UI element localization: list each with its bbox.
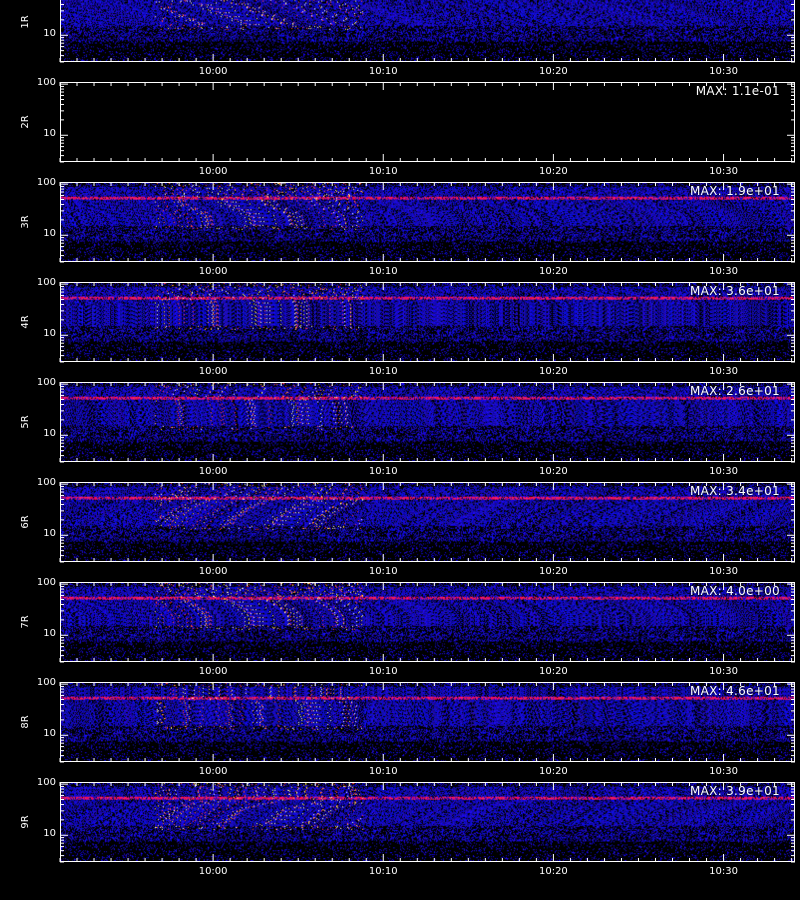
x-tick-label: 10:20 (538, 766, 568, 777)
x-tick-label: 10:20 (538, 366, 568, 377)
x-tick-label: 10:00 (198, 466, 228, 477)
x-tick-label: 10:00 (198, 266, 228, 277)
max-value-label: MAX: 4.6e+01 (689, 684, 780, 698)
spectrogram-panel-7r: MAX: 4.0e+00 (60, 582, 795, 662)
spectrogram-panel-4r: MAX: 3.6e+01 (60, 282, 795, 362)
x-tick-label: 10:10 (368, 266, 398, 277)
panel-label: 8R (20, 715, 31, 729)
y-tick-label: 10 (43, 428, 56, 440)
spectrogram-image (61, 0, 794, 61)
x-tick-label: 10:30 (709, 66, 738, 77)
x-tick-label: 10:30 (709, 766, 738, 777)
x-tick-label: 10:10 (368, 66, 398, 77)
y-tick-label: 100 (36, 677, 56, 689)
spectrogram-panel-8r: MAX: 4.6e+01 (60, 682, 795, 762)
y-tick-label: 10 (43, 728, 56, 740)
spectrogram-image (61, 583, 794, 661)
spectrogram-image (61, 683, 794, 761)
y-tick-label: 100 (36, 577, 56, 589)
x-tick-label: 10:20 (538, 666, 568, 677)
max-value-label: MAX: 1.1e-01 (695, 84, 780, 98)
y-tick-label: 100 (36, 177, 56, 189)
x-tick-label: 10:20 (538, 866, 568, 877)
spectrogram-panel-2r: MAX: 1.1e-01 (60, 82, 795, 162)
y-tick-label: 10 (43, 328, 56, 340)
x-tick-label: 10:00 (198, 866, 228, 877)
x-tick-label: 10:00 (198, 366, 228, 377)
spectrogram-image (61, 283, 794, 361)
panel-label: 4R (20, 315, 31, 329)
max-value-label: MAX: 3.6e+01 (689, 284, 780, 298)
max-value-label: MAX: 2.6e+01 (689, 384, 780, 398)
x-tick-label: 10:20 (538, 566, 568, 577)
x-tick-label: 10:10 (368, 366, 398, 377)
y-tick-label: 100 (36, 477, 56, 489)
spectrogram-panel-3r: MAX: 1.9e+01 (60, 182, 795, 262)
max-value-label: MAX: 4.0e+00 (689, 584, 780, 598)
x-tick-label: 10:10 (368, 566, 398, 577)
max-value-label: MAX: 3.9e+01 (689, 784, 780, 798)
x-tick-label: 10:00 (198, 666, 228, 677)
y-tick-label: 10 (43, 628, 56, 640)
x-tick-label: 10:00 (198, 566, 228, 577)
x-tick-label: 10:20 (538, 66, 568, 77)
spectrogram-panel-1r: MAX: 2.4e+01 (60, 0, 795, 62)
panel-label: 6R (20, 515, 31, 529)
panel-label: 5R (20, 415, 31, 429)
panel-label: 2R (20, 115, 31, 129)
x-tick-label: 10:10 (368, 666, 398, 677)
y-tick-label: 10 (43, 528, 56, 540)
y-tick-label: 10 (43, 228, 56, 240)
x-tick-label: 10:30 (709, 166, 738, 177)
spectrogram-image (61, 83, 794, 161)
x-tick-label: 10:00 (198, 766, 228, 777)
x-tick-label: 10:30 (709, 366, 738, 377)
x-tick-label: 10:20 (538, 466, 568, 477)
spectrogram-panel-6r: MAX: 3.4e+01 (60, 482, 795, 562)
spectrogram-image (61, 483, 794, 561)
x-tick-label: 10:10 (368, 866, 398, 877)
panel-label: 1R (20, 15, 31, 29)
x-tick-label: 10:20 (538, 166, 568, 177)
spectrogram-image (61, 383, 794, 461)
max-value-label: MAX: 3.4e+01 (689, 484, 780, 498)
y-tick-label: 100 (36, 77, 56, 89)
spectrogram-image (61, 183, 794, 261)
x-tick-label: 10:30 (709, 566, 738, 577)
spectrogram-panel-5r: MAX: 2.6e+01 (60, 382, 795, 462)
x-tick-label: 10:10 (368, 766, 398, 777)
x-tick-label: 10:10 (368, 466, 398, 477)
x-tick-label: 10:30 (709, 266, 738, 277)
y-tick-label: 10 (43, 828, 56, 840)
x-tick-label: 10:00 (198, 166, 228, 177)
panel-label: 7R (20, 615, 31, 629)
y-tick-label: 100 (36, 777, 56, 789)
panel-label: 9R (20, 815, 31, 829)
max-value-label: MAX: 1.9e+01 (689, 184, 780, 198)
x-tick-label: 10:30 (709, 866, 738, 877)
panel-label: 3R (20, 215, 31, 229)
spectrogram-panel-9r: MAX: 3.9e+01 (60, 782, 795, 862)
y-tick-label: 100 (36, 277, 56, 289)
spectrogram-image (61, 783, 794, 861)
y-tick-label: 10 (43, 128, 56, 140)
x-tick-label: 10:20 (538, 266, 568, 277)
x-tick-label: 10:00 (198, 66, 228, 77)
y-tick-label: 100 (36, 377, 56, 389)
x-tick-label: 10:30 (709, 666, 738, 677)
x-tick-label: 10:30 (709, 466, 738, 477)
y-tick-label: 10 (43, 28, 56, 40)
x-tick-label: 10:10 (368, 166, 398, 177)
